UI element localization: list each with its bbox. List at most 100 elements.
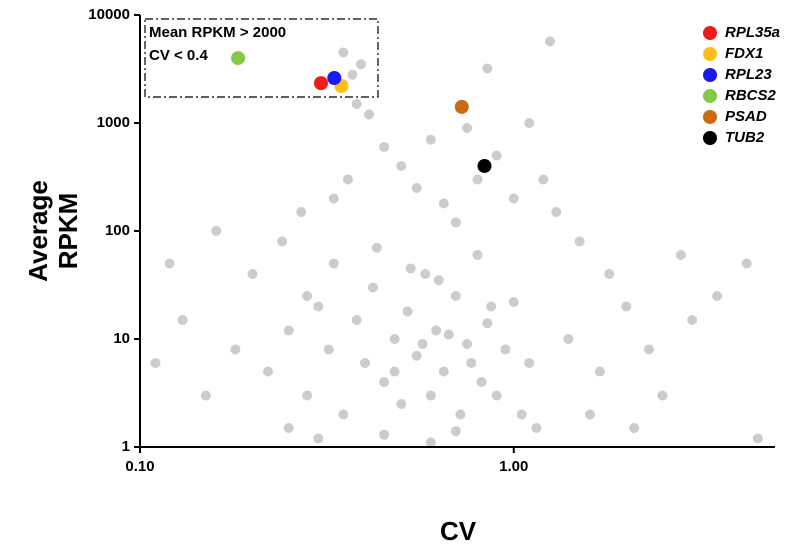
background-point: [476, 376, 487, 387]
background-point: [508, 297, 519, 308]
x-axis-label: CV: [440, 516, 477, 546]
gene-point: [314, 76, 329, 91]
background-point: [431, 325, 442, 336]
background-point: [508, 193, 519, 204]
background-point: [531, 422, 542, 433]
legend-label: TUB2: [725, 129, 765, 146]
legend-marker: [703, 26, 717, 40]
background-point: [379, 429, 390, 440]
x-tick-label: 0.10: [125, 458, 154, 475]
background-point: [472, 174, 483, 185]
background-point: [425, 390, 436, 401]
background-point: [328, 258, 339, 269]
background-point: [328, 193, 339, 204]
background-point: [313, 433, 324, 444]
legend-marker: [703, 131, 717, 145]
background-point: [538, 174, 549, 185]
background-point: [338, 409, 349, 420]
background-point: [402, 306, 413, 317]
background-point: [472, 249, 483, 260]
background-point: [389, 366, 400, 377]
background-point: [462, 122, 473, 133]
background-point: [323, 344, 334, 355]
background-point: [420, 268, 431, 279]
legend-label: RBCS2: [725, 87, 777, 104]
y-tick-label: 1000: [97, 114, 130, 131]
background-point: [482, 63, 493, 74]
gene-point: [231, 51, 246, 66]
y-tick-label: 10000: [88, 6, 130, 23]
background-point: [389, 334, 400, 344]
background-point: [544, 36, 555, 47]
background-point: [364, 109, 375, 120]
background-point: [396, 399, 407, 410]
background-point: [405, 263, 416, 274]
background-point: [524, 357, 535, 368]
legend-marker: [703, 110, 717, 124]
background-point: [411, 183, 422, 194]
background-point: [433, 275, 444, 286]
background-point: [585, 409, 596, 420]
background-point: [396, 160, 407, 171]
background-point: [450, 217, 461, 228]
y-axis-label: RPKM: [53, 193, 83, 270]
threshold-box: [144, 18, 379, 98]
background-point: [262, 366, 273, 377]
background-point: [524, 118, 535, 128]
background-point: [283, 325, 294, 336]
background-point: [342, 174, 353, 185]
background-point: [230, 344, 241, 355]
y-tick-label: 10: [113, 330, 130, 347]
background-point: [313, 301, 324, 312]
background-point: [355, 59, 366, 70]
background-point: [417, 338, 428, 349]
background-point: [211, 226, 222, 236]
background-point: [455, 409, 466, 420]
legend-label: PSAD: [725, 108, 767, 125]
background-point: [338, 47, 349, 58]
background-point: [741, 258, 752, 269]
background-point: [347, 69, 358, 80]
background-point: [643, 344, 654, 355]
background-point: [574, 236, 585, 247]
gene-point: [454, 99, 469, 114]
background-point: [296, 206, 307, 217]
background-point: [438, 366, 449, 377]
annotation: CV < 0.4: [149, 47, 208, 64]
background-point: [491, 390, 502, 401]
background-point: [379, 376, 390, 387]
background-point: [302, 390, 313, 401]
background-point: [551, 206, 562, 217]
background-point: [438, 198, 449, 209]
background-point: [462, 338, 473, 349]
background-point: [164, 258, 175, 269]
background-point: [351, 314, 362, 325]
background-point: [367, 282, 378, 293]
background-point: [411, 350, 422, 361]
background-point: [150, 357, 161, 368]
background-point: [491, 150, 502, 161]
background-point: [247, 268, 258, 279]
background-point: [500, 344, 511, 355]
background-point: [516, 409, 527, 420]
legend-label: RPL23: [725, 66, 772, 83]
background-point: [604, 268, 615, 279]
background-point: [594, 366, 605, 377]
background-point: [177, 314, 188, 325]
background-point: [283, 422, 294, 433]
legend-marker: [703, 89, 717, 103]
background-point: [687, 314, 698, 325]
y-tick-label: 100: [105, 222, 130, 239]
background-point: [200, 390, 211, 401]
y-axis-label: Average: [23, 180, 53, 282]
background-point: [486, 301, 497, 312]
background-point: [443, 329, 454, 340]
background-point: [360, 357, 371, 368]
background-point: [277, 236, 288, 247]
background-point: [675, 249, 686, 260]
background-point: [752, 433, 763, 444]
background-point: [621, 301, 632, 312]
legend-marker: [703, 68, 717, 82]
background-point: [425, 437, 436, 448]
